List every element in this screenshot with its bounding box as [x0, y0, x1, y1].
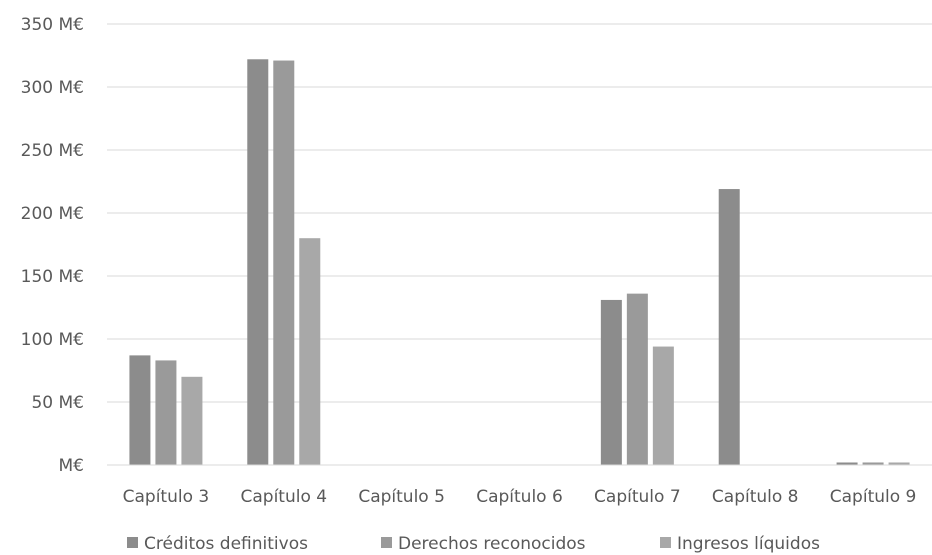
y-tick-label: 200 M€: [21, 204, 84, 224]
bar: [626, 293, 648, 465]
x-tick-label: Capítulo 4: [240, 487, 327, 507]
y-tick-label: 100 M€: [21, 330, 84, 350]
y-axis-labels: M€ 50 M€ 100 M€ 150 M€ 200 M€ 250 M€ 300 M€ 350…: [21, 15, 84, 476]
x-tick-label: Capítulo 9: [830, 487, 917, 507]
bar: [273, 60, 295, 465]
x-tick-label: Capítulo 6: [476, 487, 563, 507]
legend-label: Ingresos líquidos: [677, 534, 820, 554]
bars: [129, 59, 910, 465]
bar: [155, 360, 177, 465]
y-tick-label: 300 M€: [21, 78, 84, 98]
bar: [862, 462, 884, 465]
x-tick-label: Capítulo 3: [123, 487, 210, 507]
legend-label: Derechos reconocidos: [398, 534, 586, 554]
bar: [600, 299, 622, 465]
x-tick-label: Capítulo 5: [358, 487, 445, 507]
y-tick-label: 350 M€: [21, 15, 84, 35]
bar: [181, 376, 203, 465]
x-tick-label: Capítulo 7: [594, 487, 681, 507]
x-axis-labels: Capítulo 3 Capítulo 4 Capítulo 5 Capítulo 6…: [123, 487, 917, 507]
legend-swatch: [127, 537, 138, 548]
bar: [247, 59, 269, 465]
y-tick-label: 150 M€: [21, 267, 84, 287]
bar: [888, 462, 910, 465]
bar: [652, 346, 674, 465]
y-tick-label: M€: [59, 456, 84, 476]
y-tick-label: 50 M€: [31, 393, 84, 413]
legend-swatch: [660, 537, 671, 548]
bar: [299, 238, 321, 465]
gridlines: [107, 23, 932, 403]
legend-swatch: [381, 537, 392, 548]
legend-label: Créditos definitivos: [144, 534, 308, 554]
bar: [718, 189, 740, 465]
bar: [129, 355, 151, 465]
bar: [836, 462, 858, 465]
legend: Créditos definitivos Derechos reconocidos…: [127, 534, 820, 554]
x-tick-label: Capítulo 8: [712, 487, 799, 507]
y-tick-label: 250 M€: [21, 141, 84, 161]
